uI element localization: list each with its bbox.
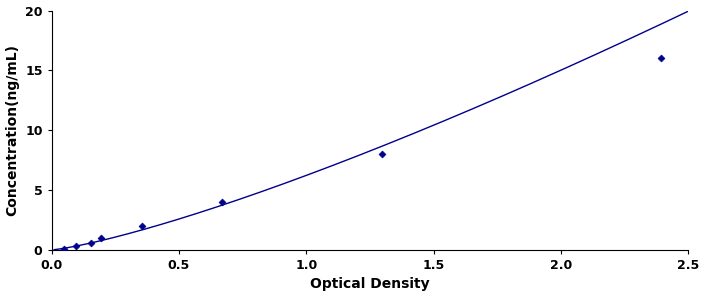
Y-axis label: Concentration(ng/mL): Concentration(ng/mL): [6, 44, 20, 216]
X-axis label: Optical Density: Optical Density: [310, 277, 430, 291]
